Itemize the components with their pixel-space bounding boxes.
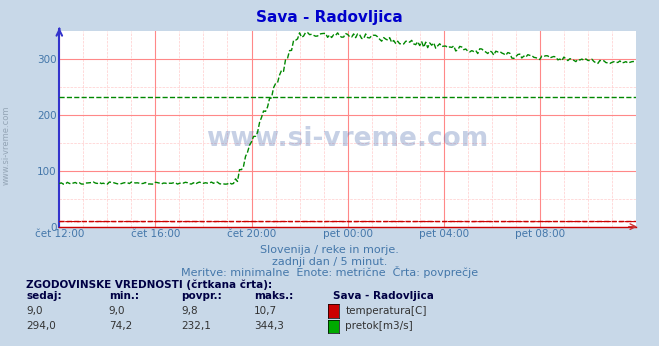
Text: pretok[m3/s]: pretok[m3/s] xyxy=(345,321,413,331)
Text: www.si-vreme.com: www.si-vreme.com xyxy=(2,106,11,185)
Text: maks.:: maks.: xyxy=(254,291,293,301)
Text: povpr.:: povpr.: xyxy=(181,291,222,301)
Text: Sava - Radovljica: Sava - Radovljica xyxy=(333,291,434,301)
Text: 9,0: 9,0 xyxy=(109,306,125,316)
Text: ZGODOVINSKE VREDNOSTI (črtkana črta):: ZGODOVINSKE VREDNOSTI (črtkana črta): xyxy=(26,279,272,290)
Text: 294,0: 294,0 xyxy=(26,321,56,331)
Text: Sava - Radovljica: Sava - Radovljica xyxy=(256,10,403,26)
Text: www.si-vreme.com: www.si-vreme.com xyxy=(206,126,489,152)
Text: 9,8: 9,8 xyxy=(181,306,198,316)
Text: Meritve: minimalne  Enote: metrične  Črta: povprečje: Meritve: minimalne Enote: metrične Črta:… xyxy=(181,266,478,278)
Text: 344,3: 344,3 xyxy=(254,321,283,331)
Text: min.:: min.: xyxy=(109,291,139,301)
Text: temperatura[C]: temperatura[C] xyxy=(345,306,427,316)
Text: 74,2: 74,2 xyxy=(109,321,132,331)
Text: 10,7: 10,7 xyxy=(254,306,277,316)
Text: 232,1: 232,1 xyxy=(181,321,211,331)
Text: Slovenija / reke in morje.: Slovenija / reke in morje. xyxy=(260,245,399,255)
Text: zadnji dan / 5 minut.: zadnji dan / 5 minut. xyxy=(272,257,387,267)
Text: 9,0: 9,0 xyxy=(26,306,43,316)
Text: sedaj:: sedaj: xyxy=(26,291,62,301)
